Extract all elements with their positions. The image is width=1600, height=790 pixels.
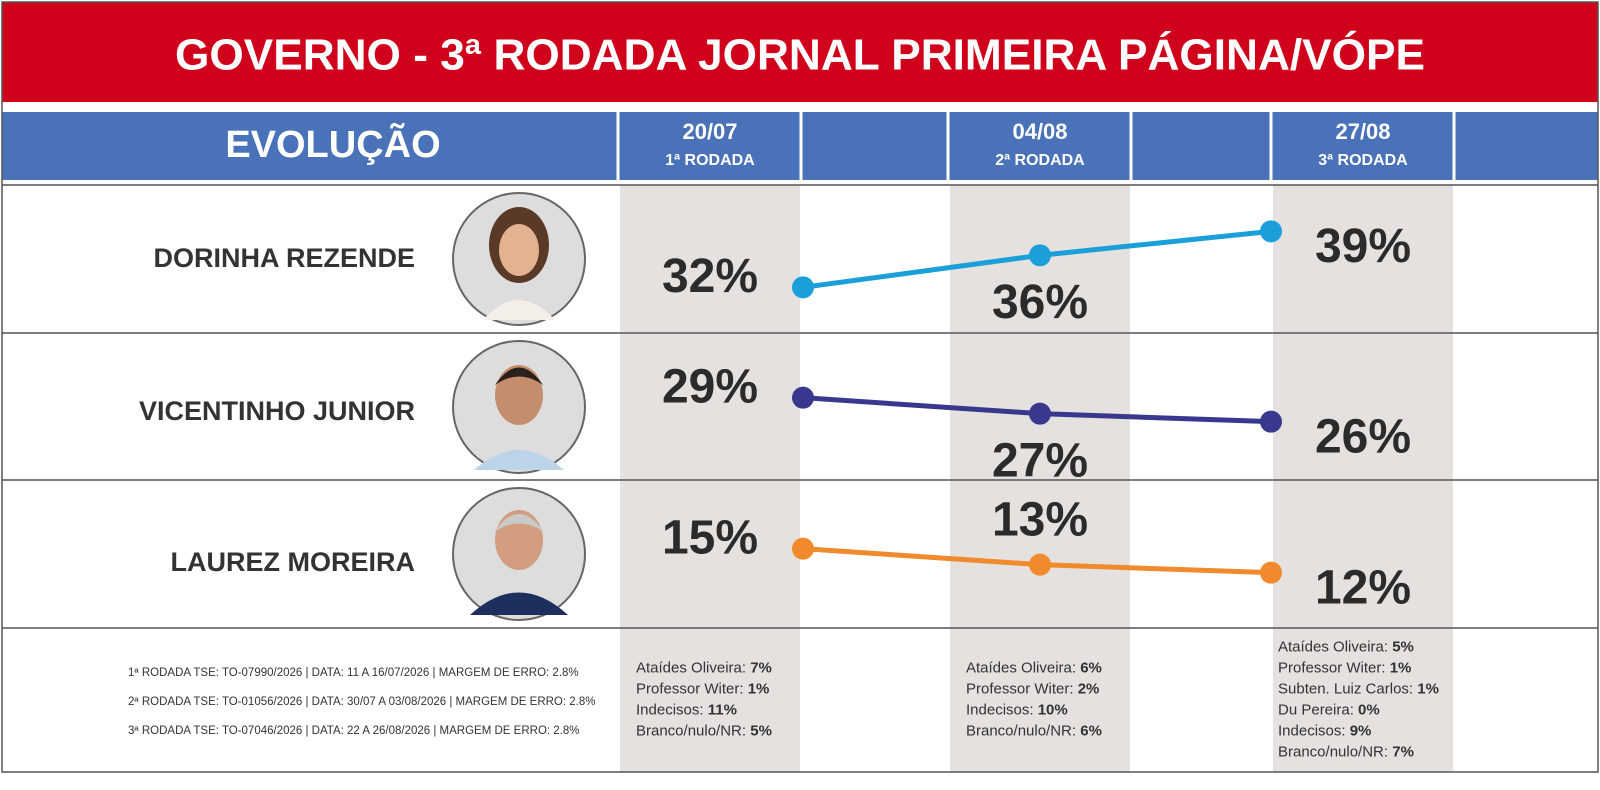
value-label: 32% (662, 250, 758, 303)
other-label: Subten. Luiz Carlos: (1278, 680, 1413, 697)
other-label: Ataídes Oliveira: (966, 659, 1076, 676)
value-label: 15% (662, 511, 758, 564)
other-value: 1% (1390, 659, 1412, 676)
value-label: 12% (1315, 561, 1411, 614)
round-name: 2ª RODADA (995, 152, 1085, 169)
other-result: Branco/nulo/NR: 5% (636, 722, 772, 739)
data-point (792, 276, 814, 299)
photo-body (483, 300, 555, 320)
value-label: 39% (1315, 220, 1411, 273)
other-label: Indecisos: (636, 701, 704, 718)
other-value: 7% (1392, 743, 1414, 760)
data-point (1029, 244, 1051, 267)
other-value: 1% (748, 680, 770, 697)
other-label: Branco/nulo/NR: (966, 722, 1076, 739)
other-value: 1% (1417, 680, 1439, 697)
photo-hair (494, 514, 544, 532)
other-result: Ataídes Oliveira: 5% (1278, 638, 1414, 655)
other-label: Indecisos: (966, 701, 1034, 718)
other-label: Indecisos: (1278, 722, 1346, 739)
other-result: Indecisos: 11% (636, 701, 737, 718)
value-label: 36% (992, 276, 1088, 329)
other-label: Professor Witer: (966, 680, 1074, 697)
other-value: 0% (1358, 701, 1380, 718)
columns (1, 1, 1599, 773)
column-bg (620, 185, 800, 772)
other-result: Du Pereira: 0% (1278, 701, 1380, 718)
other-label: Branco/nulo/NR: (1278, 743, 1388, 760)
data-point (1029, 402, 1051, 425)
data-point (1260, 220, 1282, 243)
other-result: Subten. Luiz Carlos: 1% (1278, 680, 1439, 697)
title-band (2, 2, 1598, 102)
value-label: 13% (992, 493, 1088, 546)
other-result: Ataídes Oliveira: 6% (966, 659, 1102, 676)
round-date: 04/08 (1012, 119, 1067, 144)
round-date: 20/07 (682, 119, 737, 144)
value-label: 27% (992, 434, 1088, 487)
other-value: 10% (1038, 701, 1068, 718)
value-label: 26% (1315, 410, 1411, 463)
photo-face (499, 224, 539, 276)
header-label: EVOLUÇÃO (225, 122, 440, 166)
photo-face (495, 365, 543, 425)
frame (1, 1, 1599, 773)
other-value: 2% (1078, 680, 1100, 697)
note: 1ª RODADA TSE: TO-07990/2026 | DATA: 11 … (128, 667, 579, 679)
other-value: 5% (750, 722, 772, 739)
round-name: 1ª RODADA (665, 152, 755, 169)
photo-body (474, 450, 564, 470)
photos (452, 192, 586, 621)
photo-body (470, 592, 568, 615)
other-label: Ataídes Oliveira: (1278, 638, 1388, 655)
data-point (792, 537, 814, 560)
other-result: Branco/nulo/NR: 7% (1278, 743, 1414, 760)
other-result: Ataídes Oliveira: 7% (636, 659, 772, 676)
other-value: 9% (1350, 722, 1372, 739)
round-name: 3ª RODADA (1318, 152, 1408, 169)
other-label: Ataídes Oliveira: (636, 659, 746, 676)
candidate-name: LAUREZ MOREIRA (171, 547, 416, 577)
other-result: Indecisos: 10% (966, 701, 1068, 718)
other-label: Du Pereira: (1278, 701, 1354, 718)
other-result: Branco/nulo/NR: 6% (966, 722, 1102, 739)
candidate-name: DORINHA REZENDE (153, 243, 415, 273)
title: GOVERNO - 3ª RODADA JORNAL PRIMEIRA PÁGI… (175, 30, 1425, 80)
data-point (1029, 553, 1051, 576)
note: 3ª RODADA TSE: TO-07046/2026 | DATA: 22 … (128, 725, 580, 737)
data-point (792, 386, 814, 409)
other-result: Indecisos: 9% (1278, 722, 1371, 739)
note: 2ª RODADA TSE: TO-01056/2026 | DATA: 30/… (128, 696, 595, 708)
other-value: 5% (1392, 638, 1414, 655)
other-result: Professor Witer: 2% (966, 680, 1099, 697)
other-value: 6% (1080, 659, 1102, 676)
column-bg (950, 185, 1130, 772)
data-point (1260, 561, 1282, 584)
other-value: 7% (750, 659, 772, 676)
other-result: Professor Witer: 1% (636, 680, 769, 697)
column-bg (1273, 185, 1453, 772)
candidate-name: VICENTINHO JUNIOR (139, 396, 415, 426)
data-point (1260, 410, 1282, 433)
other-label: Professor Witer: (1278, 659, 1386, 676)
other-value: 6% (1080, 722, 1102, 739)
other-label: Branco/nulo/NR: (636, 722, 746, 739)
other-label: Professor Witer: (636, 680, 744, 697)
other-value: 11% (708, 701, 737, 718)
other-result: Professor Witer: 1% (1278, 659, 1411, 676)
value-label: 29% (662, 360, 758, 413)
photo-hair (495, 367, 543, 385)
round-date: 27/08 (1335, 119, 1390, 144)
